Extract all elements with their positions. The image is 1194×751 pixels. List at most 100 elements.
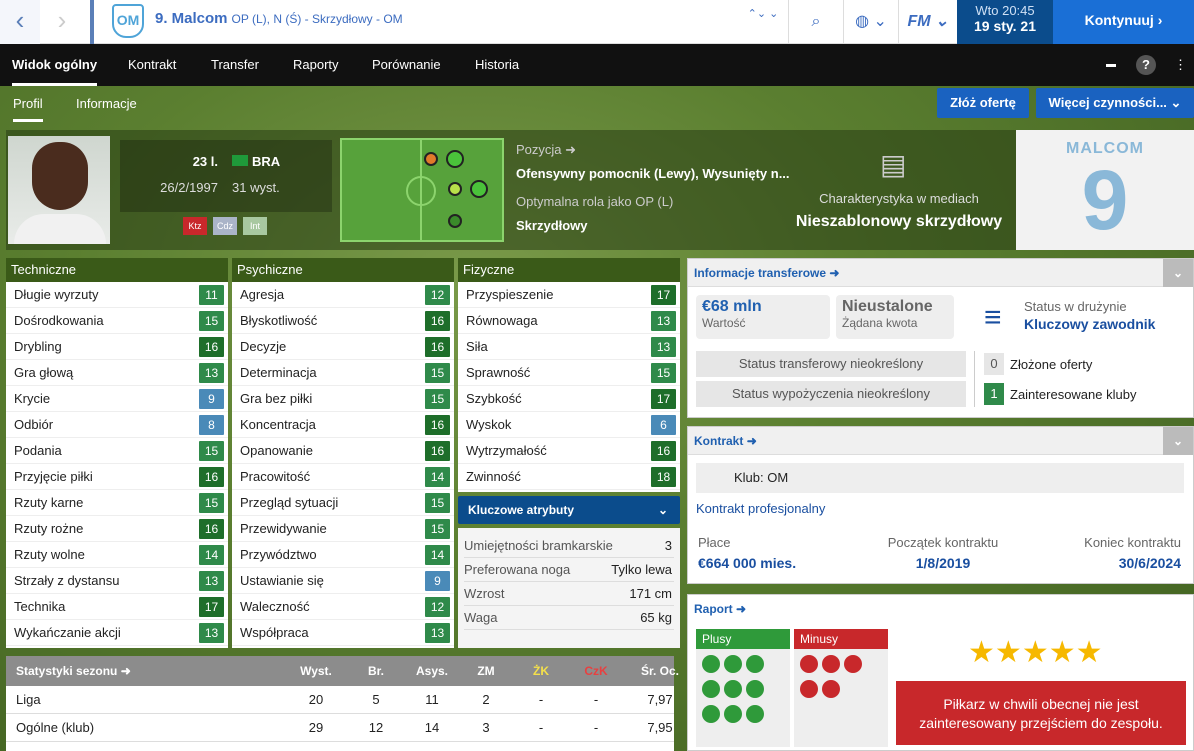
weakness-icon[interactable] [800,655,818,673]
newspaper-icon: ▤ [880,149,907,180]
continue-button[interactable]: Kontynuuj › [1053,0,1194,44]
make-offer-button[interactable]: Złóż ofertę [937,88,1029,118]
strength-icon[interactable] [702,705,720,723]
tab-transfer[interactable]: Transfer [211,57,259,72]
attribute-row[interactable]: Strzały z dystansu 13 [6,568,228,594]
attribute-row[interactable]: Błyskotliwość 16 [232,308,454,334]
attribute-row[interactable]: Ustawianie się 9 [232,568,454,594]
attribute-row[interactable]: Sprawność 15 [458,360,680,386]
attribute-row[interactable]: Wyskok 6 [458,412,680,438]
strength-icon[interactable] [702,680,720,698]
player-switch-chevrons-icon[interactable]: ⌃⌄ ⌄ [747,8,779,20]
search-icon[interactable]: ⌕ [811,13,821,30]
star-icon: ★ [994,636,1022,669]
clubs-label[interactable]: Zainteresowane kluby [1010,387,1137,402]
attribute-row[interactable]: Technika 17 [6,594,228,620]
attribute-row[interactable]: Zwinność 18 [458,464,680,490]
strength-icon[interactable] [724,655,742,673]
attribute-row[interactable]: Rzuty wolne 14 [6,542,228,568]
key-attribute-name: Waga [464,610,498,625]
season-column-header[interactable]: Śr. Oc. [640,664,680,678]
continue-label: Kontynuuj [1084,12,1154,28]
chevron-down-icon[interactable]: ⌄ [1163,427,1193,455]
attribute-row[interactable]: Podania 15 [6,438,228,464]
attribute-row[interactable]: Odbiór 8 [6,412,228,438]
contract-header[interactable]: Kontrakt ➜ ⌄ [688,427,1193,455]
strength-icon[interactable] [724,705,742,723]
attribute-row[interactable]: Gra bez piłki 15 [232,386,454,412]
season-column-header[interactable]: Wyst. [300,664,332,678]
attribute-row[interactable]: Przyjęcie piłki 16 [6,464,228,490]
attribute-row[interactable]: Przewidywanie 15 [232,516,454,542]
position-label[interactable]: Pozycja ➜ [516,142,576,158]
attribute-row[interactable]: Opanowanie 16 [232,438,454,464]
tab-history[interactable]: Historia [475,57,520,72]
key-attributes-toggle[interactable]: Kluczowe atrybuty ⌄ [458,496,680,524]
attribute-row[interactable]: Determinacja 15 [232,360,454,386]
tab-overview[interactable]: Widok ogólny [12,44,98,86]
attribute-row[interactable]: Przegląd sytuacji 15 [232,490,454,516]
attribute-row[interactable]: Waleczność 12 [232,594,454,620]
attribute-row[interactable]: Decyzje 16 [232,334,454,360]
offers-label[interactable]: Złożone oferty [1010,357,1093,372]
globe-icon[interactable]: ◍ ⌄ [855,13,887,30]
weakness-icon[interactable] [822,655,840,673]
transfer-info-header[interactable]: Informacje transferowe ➜ ⌄ [688,259,1193,287]
attribute-row[interactable]: Pracowitość 14 [232,464,454,490]
attribute-name: Zwinność [466,469,521,484]
attribute-row[interactable]: Krycie 9 [6,386,228,412]
attribute-row[interactable]: Rzuty karne 15 [6,490,228,516]
season-row[interactable]: Liga 20 5 11 2 - - 7,97 [6,686,674,714]
more-actions-button[interactable]: Więcej czynności... ⌄ [1036,88,1194,118]
season-column-header[interactable]: ŻK [533,664,549,678]
weakness-icon[interactable] [800,680,818,698]
tab-contract[interactable]: Kontrakt [128,57,177,72]
player-apps: 31 wyst. [232,180,280,195]
attribute-row[interactable]: Koncentracja 16 [232,412,454,438]
season-column-header[interactable]: CzK [584,664,608,678]
help-icon[interactable]: ? [1136,55,1156,75]
weakness-icon[interactable] [822,680,840,698]
strength-icon[interactable] [746,680,764,698]
season-stats-title-wrap[interactable]: Statystyki sezonu ➜ [16,656,131,686]
strength-icon[interactable] [746,655,764,673]
strength-icon[interactable] [746,705,764,723]
back-button[interactable]: ‹ [0,0,40,44]
fm-menu-button[interactable]: FM ⌄ [907,13,949,30]
fm-logo: FM [907,13,931,30]
flag-icon[interactable]: ▬ [1106,59,1116,70]
chevron-down-icon[interactable]: ⌄ [1163,259,1193,287]
attribute-row[interactable]: Gra głową 13 [6,360,228,386]
strength-icon[interactable] [724,680,742,698]
weakness-icon[interactable] [844,655,862,673]
season-column-header[interactable]: Asys. [415,664,449,678]
tab-information[interactable]: Informacje [76,96,137,111]
forward-button[interactable]: › [57,5,67,35]
season-cell: 29 [308,720,324,735]
tab-profile[interactable]: Profil [13,86,43,122]
attribute-row[interactable]: Wykańczanie akcji 13 [6,620,228,646]
menu-dots-icon[interactable]: ⋮ [1174,57,1187,72]
tab-reports[interactable]: Raporty [293,57,339,72]
tab-comparison[interactable]: Porównanie [372,57,441,72]
shirt-number: 9 [1081,153,1129,247]
nation-code: BRA [252,154,281,169]
season-column-header[interactable]: ZM [477,664,495,678]
attribute-row[interactable]: Agresja 12 [232,282,454,308]
attribute-row[interactable]: Przywództwo 14 [232,542,454,568]
attribute-row[interactable]: Drybling 16 [6,334,228,360]
attribute-row[interactable]: Przyspieszenie 17 [458,282,680,308]
season-row[interactable]: Ogólne (klub) 29 12 14 3 - - 7,95 [6,714,674,742]
attribute-row[interactable]: Dośrodkowania 15 [6,308,228,334]
season-column-header[interactable]: Br. [367,664,384,678]
attribute-row[interactable]: Wytrzymałość 16 [458,438,680,464]
strength-icon[interactable] [702,655,720,673]
attribute-row[interactable]: Równowaga 13 [458,308,680,334]
attribute-row[interactable]: Rzuty rożne 16 [6,516,228,542]
report-panel: Raport ➜ Plusy Minusy ★★★★★ Piłkarz w ch… [687,594,1194,751]
attribute-row[interactable]: Długie wyrzuty 11 [6,282,228,308]
attribute-row[interactable]: Szybkość 17 [458,386,680,412]
attribute-row[interactable]: Współpraca 13 [232,620,454,646]
attribute-row[interactable]: Siła 13 [458,334,680,360]
report-header[interactable]: Raport ➜ [688,595,1193,623]
